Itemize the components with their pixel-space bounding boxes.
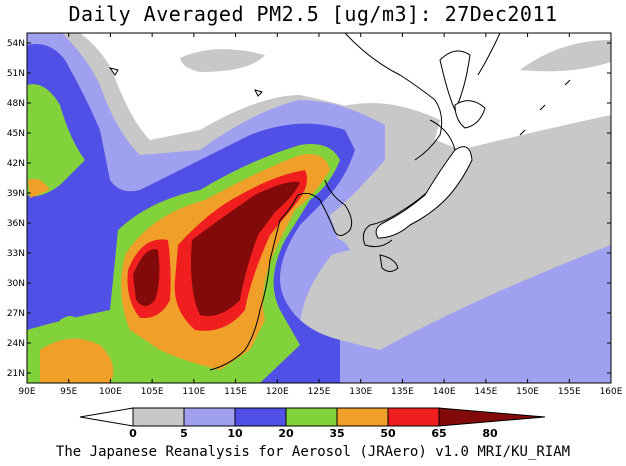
lat-tick-label: 39N: [7, 189, 25, 199]
lat-tick-label: 33N: [7, 249, 25, 259]
colorbar-level-label: 65: [431, 427, 446, 440]
lat-tick-label: 42N: [7, 159, 25, 169]
colorbar-level-label: 35: [329, 427, 344, 440]
colorbar-level-label: 0: [129, 427, 137, 440]
lon-tick-label: 105E: [141, 387, 164, 397]
colorbar-segment: [336, 407, 389, 427]
lon-tick-label: 140E: [433, 387, 456, 397]
lat-tick-label: 21N: [7, 369, 25, 379]
lon-tick-label: 130E: [349, 387, 372, 397]
colorbar-arrow-low: [79, 407, 134, 427]
lon-tick-label: 125E: [308, 387, 331, 397]
footer-credit: The Japanese Reanalysis for Aerosol (JRA…: [55, 444, 571, 460]
coastlines: [108, 33, 571, 371]
colorbar-level-label: 50: [380, 427, 396, 440]
colorbar-segment: [234, 407, 287, 427]
colorbar-segment: [132, 407, 185, 427]
lon-tick-label: 145E: [474, 387, 497, 397]
colorbar-level-label: 10: [227, 427, 243, 440]
lat-tick-label: 51N: [7, 69, 25, 79]
colorbar-level-label: 5: [180, 427, 188, 440]
pm25-contours: [27, 33, 611, 383]
lon-tick-label: 90E: [18, 387, 35, 397]
longitude-axis: 90E 95E 100E 105E 110E 115E 120E 125E 130E 135E 14…: [18, 33, 623, 397]
lon-tick-label: 115E: [224, 387, 247, 397]
colorbar-segment: [183, 407, 236, 427]
lat-tick-label: 48N: [7, 99, 25, 109]
lon-tick-label: 100E: [99, 387, 122, 397]
map-title: Daily Averaged PM2.5 [ug/m3]: 27Dec2011: [68, 2, 558, 26]
lat-tick-label: 30N: [7, 279, 25, 289]
colorbar-segment: [285, 407, 338, 427]
lat-tick-label: 54N: [7, 39, 25, 49]
lon-tick-label: 120E: [266, 387, 289, 397]
colorbar-segment: [387, 407, 440, 427]
lon-tick-label: 150E: [516, 387, 539, 397]
lon-tick-label: 155E: [558, 387, 581, 397]
japan-land: [375, 100, 486, 239]
colorbar-level-label: 80: [482, 427, 498, 440]
colorbar: 0 5 10 20 35 50 65 80: [79, 407, 546, 440]
lat-tick-label: 24N: [7, 339, 25, 349]
lat-tick-label: 36N: [7, 219, 25, 229]
lon-tick-label: 160E: [600, 387, 623, 397]
lon-tick-label: 110E: [182, 387, 205, 397]
level-80-plus: [133, 181, 300, 316]
lon-tick-label: 95E: [60, 387, 77, 397]
lat-tick-label: 45N: [7, 129, 25, 139]
colorbar-arrow-high: [438, 407, 546, 427]
latitude-axis: 54N 51N 48N 45N 42N 39N 36N 33N 30N 27N 24N 21N: [7, 39, 611, 379]
colorbar-level-label: 20: [278, 427, 294, 440]
lat-tick-label: 27N: [7, 309, 25, 319]
lon-tick-label: 135E: [391, 387, 414, 397]
